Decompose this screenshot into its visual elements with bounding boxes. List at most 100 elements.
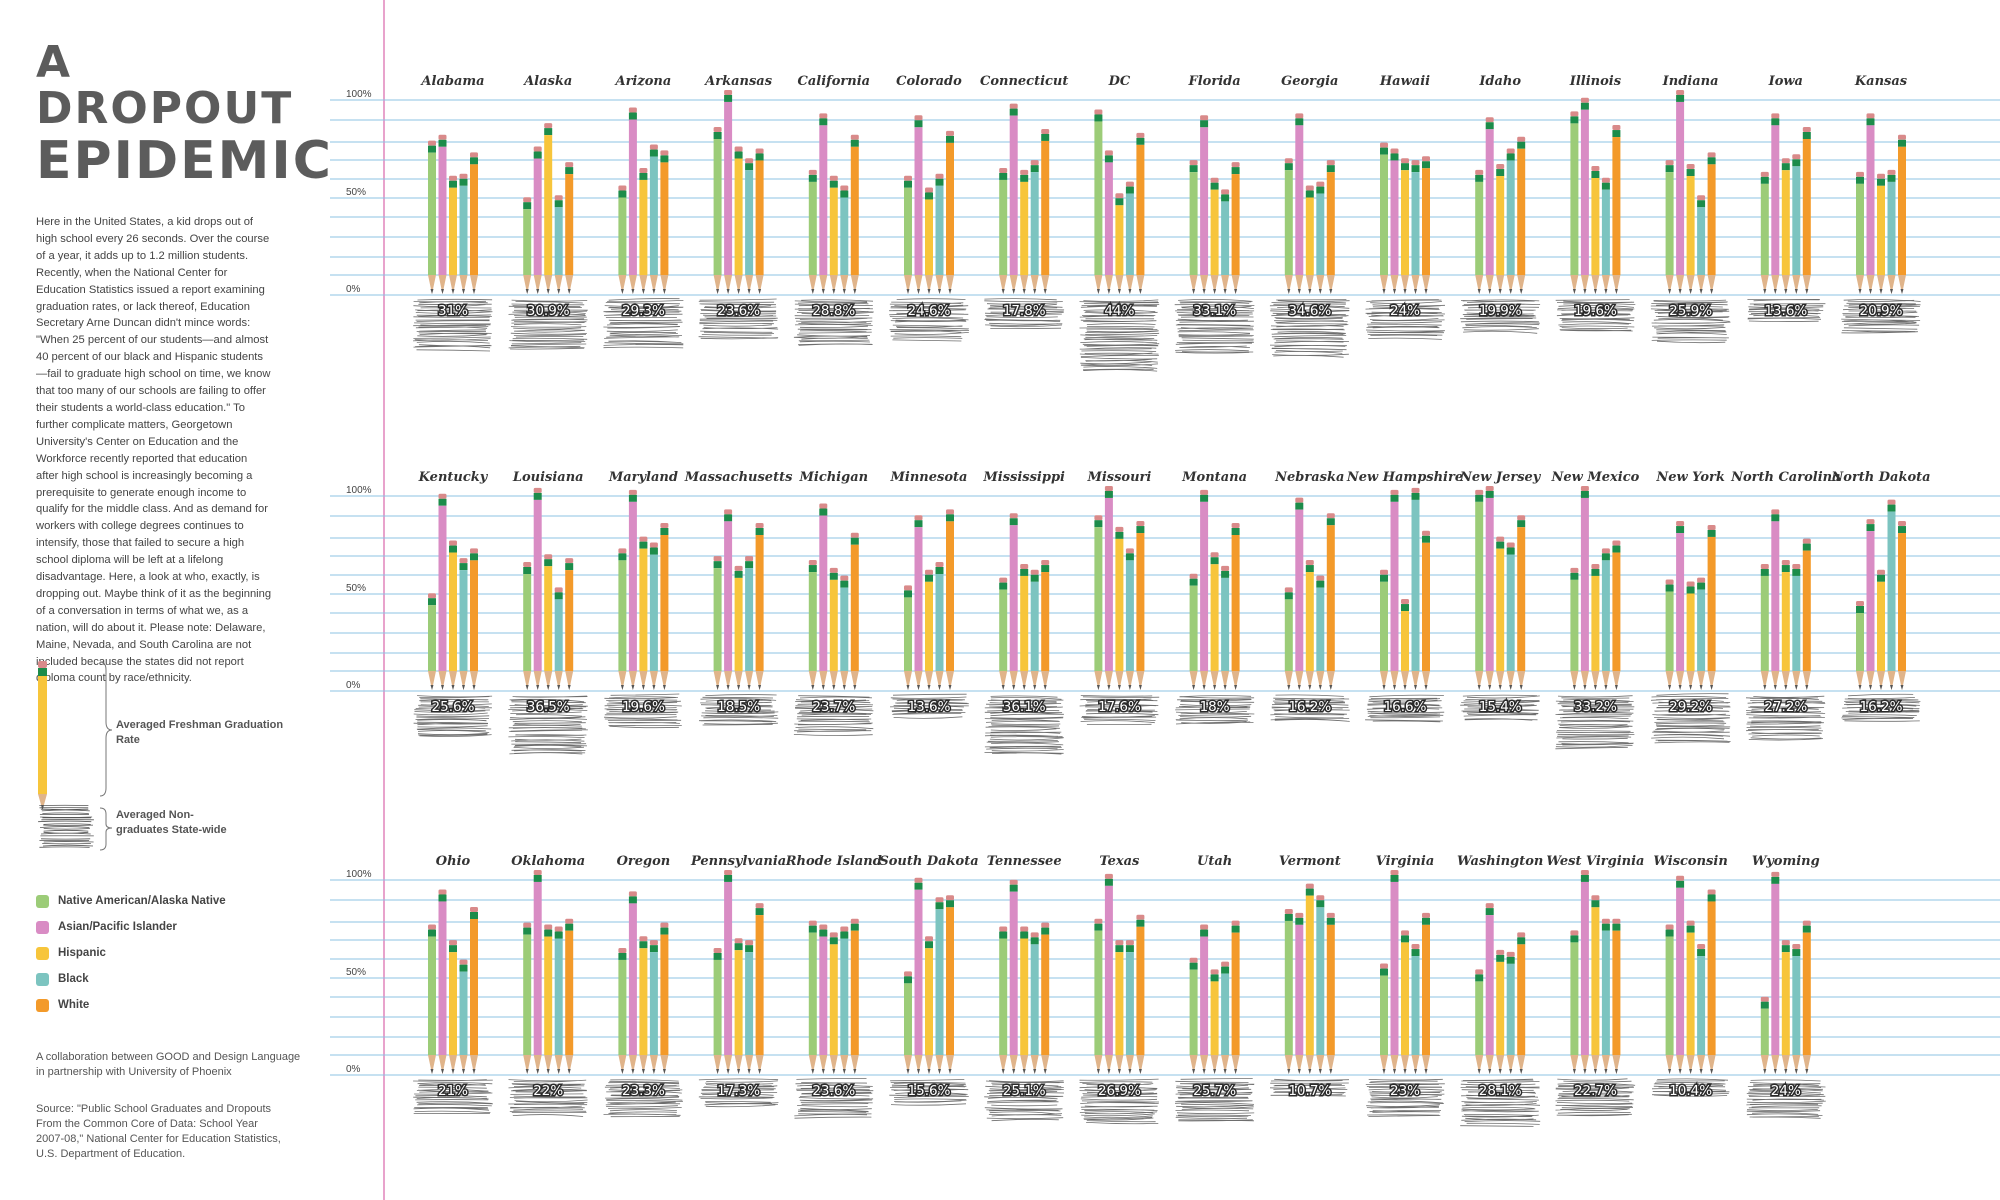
state-name: Washington xyxy=(1457,854,1543,869)
pencil-tip xyxy=(554,671,563,690)
pencil-ferrule xyxy=(755,908,764,916)
pencil-bar xyxy=(1136,914,1145,1074)
pencil-lead xyxy=(1773,289,1777,294)
pencil-lead xyxy=(1022,685,1026,690)
pencil-body xyxy=(1856,183,1864,275)
pencil-body xyxy=(1570,579,1579,671)
pencil-eraser xyxy=(1295,497,1304,503)
pencil-body xyxy=(628,501,637,671)
dropout-label: 17.3% xyxy=(717,1083,760,1099)
pencil-body xyxy=(1792,956,1801,1055)
pencil-bar xyxy=(1136,521,1145,690)
pencil-tip xyxy=(1316,671,1325,690)
pencil-bar xyxy=(1210,177,1219,294)
pencil-eraser xyxy=(618,548,627,554)
pencil-ferrule xyxy=(523,567,532,574)
pencil-ferrule xyxy=(1210,557,1219,565)
pencil-eraser xyxy=(1200,489,1209,495)
pencil-ferrule xyxy=(1115,945,1124,953)
title-line-1: A DROPOUT xyxy=(36,37,294,134)
pencil-body xyxy=(1221,201,1230,275)
dropout-label: 10.4% xyxy=(1669,1083,1712,1099)
pencil-tip xyxy=(1401,1055,1409,1074)
pencil-bar xyxy=(755,903,764,1074)
pencil-ferrule xyxy=(1189,962,1198,970)
pencil-bar xyxy=(1601,548,1610,690)
state-name: Tennessee xyxy=(987,854,1062,869)
pencil-body xyxy=(1781,170,1790,275)
dropout-scribble xyxy=(889,298,970,342)
pencil-body xyxy=(1601,189,1610,275)
pencil-tip xyxy=(1030,671,1039,690)
pencil-tip xyxy=(1802,1055,1811,1074)
pencil-body xyxy=(840,197,849,275)
dropout-scribble xyxy=(1555,1078,1636,1117)
pencil-bar xyxy=(1760,996,1769,1074)
pencil-body xyxy=(1210,564,1219,671)
pencil-eraser xyxy=(1802,538,1811,544)
pencil-tip xyxy=(935,275,944,294)
pencil-bar xyxy=(649,940,658,1074)
pencil-ferrule xyxy=(1231,528,1240,535)
pencil-body xyxy=(1591,907,1600,1055)
pencil-tip xyxy=(1760,275,1769,294)
pencil-eraser xyxy=(618,947,627,953)
pencil-bar xyxy=(628,891,637,1074)
pencil-bar xyxy=(904,971,912,1074)
pencil-tip xyxy=(1041,1055,1050,1074)
pencil-tip xyxy=(523,671,532,690)
pencil-body xyxy=(1686,176,1695,275)
pencil-ferrule xyxy=(904,590,912,598)
state-name: Massachusetts xyxy=(684,470,793,485)
pencil-eraser xyxy=(1125,181,1134,187)
pencil-eraser xyxy=(724,509,733,515)
pencil-ferrule xyxy=(914,120,923,128)
pencil-lead xyxy=(1012,1069,1016,1074)
pencil-body xyxy=(914,127,923,275)
pencil-lead xyxy=(821,289,825,294)
pencil-lead xyxy=(1593,289,1597,294)
pencil-tip xyxy=(459,671,468,690)
pencil-lead xyxy=(567,1069,571,1074)
pencil-tip xyxy=(1475,671,1484,690)
pencil-tip xyxy=(829,671,838,690)
pencil-bar xyxy=(1221,189,1230,294)
pencil-body xyxy=(1284,599,1293,671)
legend-item-white: White xyxy=(36,992,296,1018)
pencil-lead xyxy=(631,685,635,690)
pencil-lead xyxy=(758,685,762,690)
pencil-tip xyxy=(533,275,542,294)
pencil-lead xyxy=(1784,1069,1788,1074)
pencil-eraser xyxy=(850,532,859,538)
pencil-bar xyxy=(1295,912,1304,1074)
pencil-lead xyxy=(1784,289,1788,294)
pencil-tip xyxy=(533,1055,542,1074)
pencil-tip xyxy=(1200,275,1209,294)
pencil-ferrule xyxy=(1676,94,1685,102)
pencil-tip xyxy=(1295,671,1304,690)
state-name: Kansas xyxy=(1854,74,1908,89)
pencil-bar xyxy=(935,562,944,690)
pencil-tip xyxy=(946,671,954,690)
pencil-body xyxy=(724,881,733,1055)
pencil-bar xyxy=(925,936,933,1074)
pencil-tip xyxy=(1020,275,1029,294)
pencil-lead xyxy=(1858,289,1862,294)
pencil-eraser xyxy=(428,593,436,599)
pencil-eraser xyxy=(449,540,457,546)
pencil-ferrule xyxy=(819,508,828,516)
pencil-lead xyxy=(1890,289,1893,294)
pencil-ferrule xyxy=(544,559,553,567)
pencil-tip xyxy=(1094,275,1103,294)
pencil-lead xyxy=(1869,685,1872,690)
pencil-ferrule xyxy=(1221,570,1230,578)
pencil-body xyxy=(1020,181,1029,275)
pencil-eraser xyxy=(1485,485,1494,491)
pencil-body xyxy=(554,938,563,1055)
pencil-eraser xyxy=(1792,944,1801,950)
pencil-tip xyxy=(1210,275,1219,294)
pencil-bar xyxy=(1570,930,1579,1074)
pencil-tip xyxy=(1041,671,1050,690)
